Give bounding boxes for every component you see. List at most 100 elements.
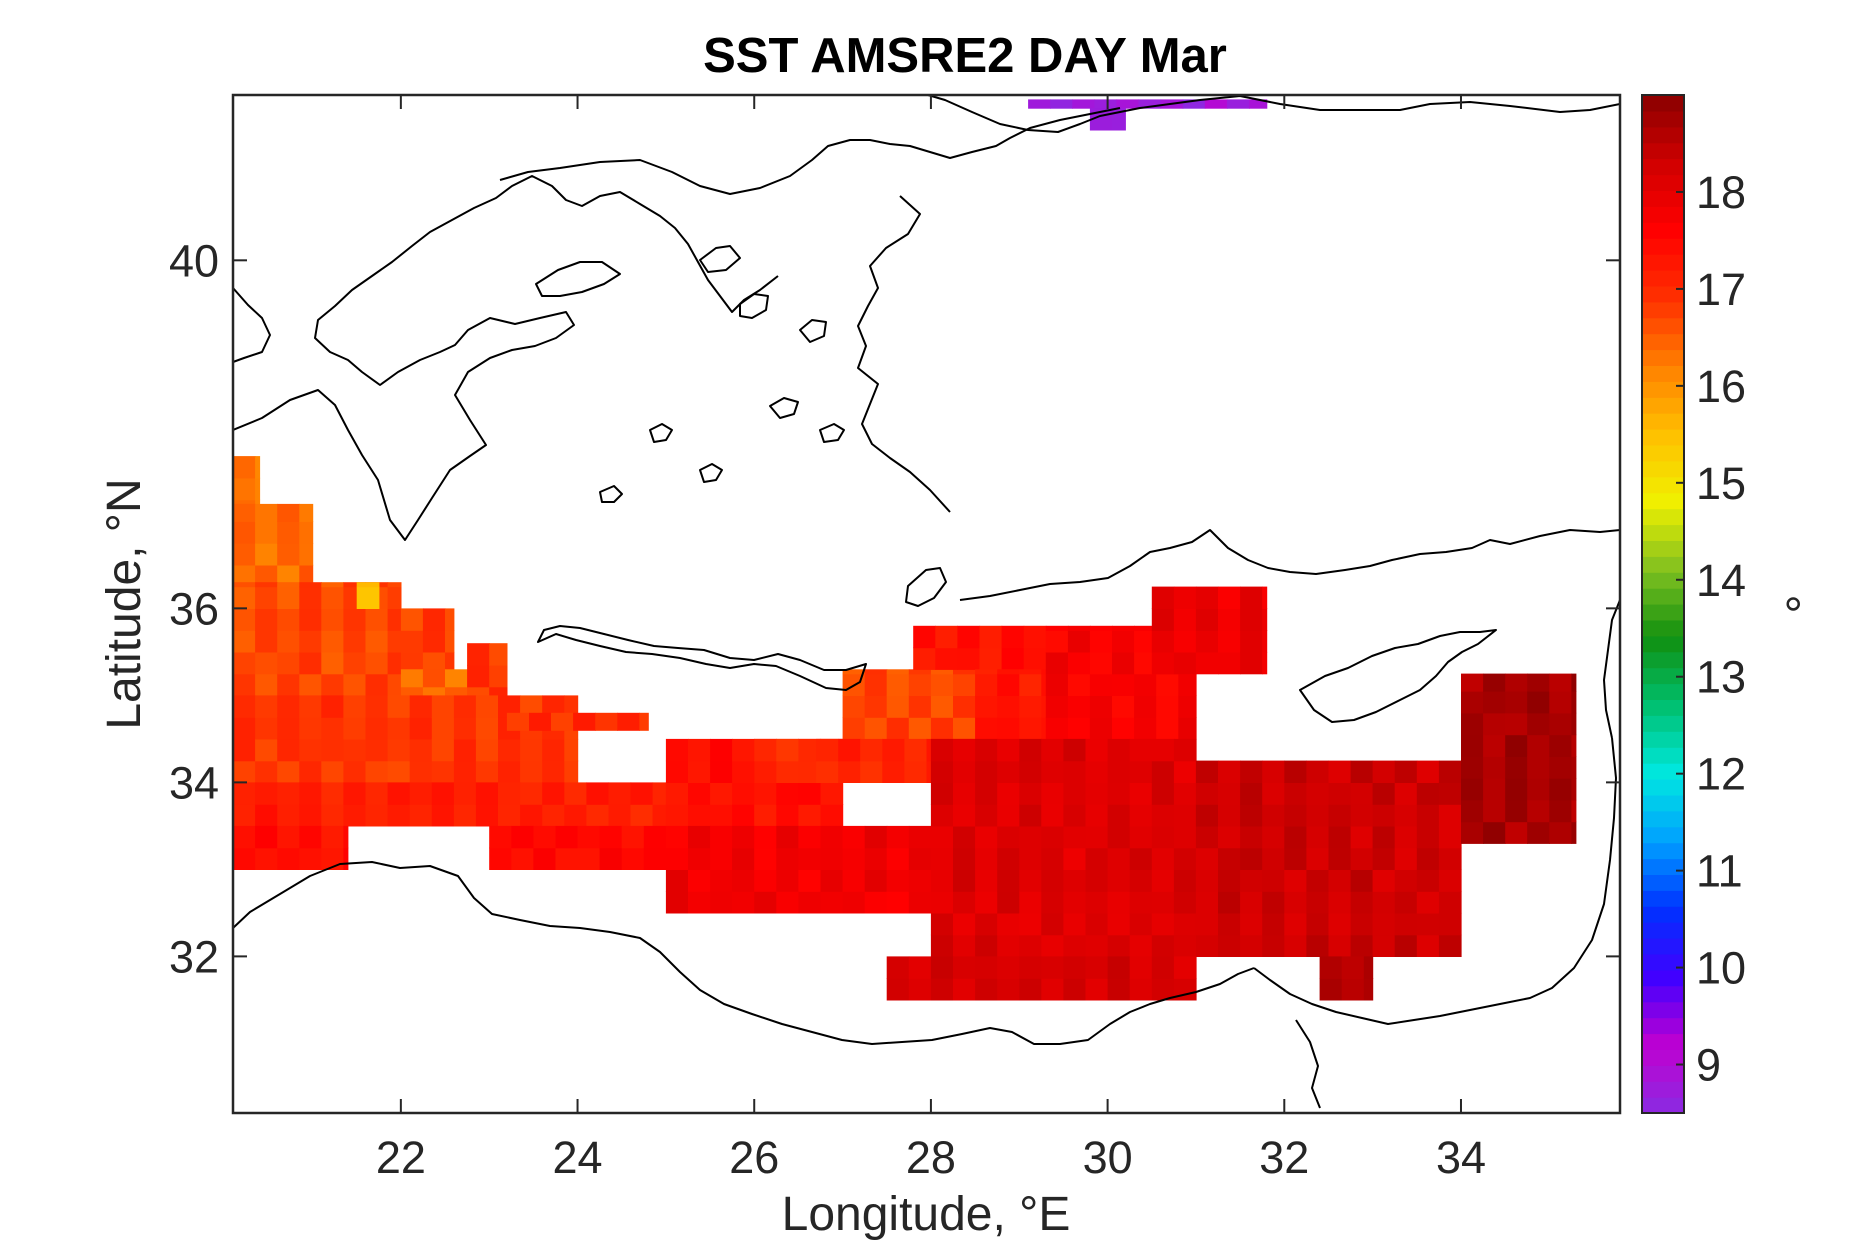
sst-cell [1019, 673, 1042, 696]
sst-cell [299, 847, 322, 870]
colorbar-band [1642, 222, 1684, 239]
sst-cell [798, 760, 822, 783]
y-tick-label: 36 [169, 583, 219, 634]
sst-cell [1571, 691, 1577, 714]
sst-cell [453, 804, 477, 827]
sst-cell [1461, 756, 1484, 779]
colorbar-tick-label: 9 [1696, 1040, 1721, 1091]
sst-cell [1483, 691, 1506, 714]
sst-cell [542, 695, 565, 718]
sst-cell [255, 564, 278, 588]
sst-cell [953, 782, 976, 805]
sst-cell [820, 847, 844, 870]
sst-cell [1218, 586, 1241, 609]
sst-cell [1372, 804, 1396, 827]
colorbar-band [1642, 1033, 1684, 1050]
sst-cell [529, 712, 552, 731]
sst-cell [1019, 717, 1042, 740]
sst-cell [842, 669, 866, 675]
sst-cell [1182, 99, 1206, 109]
sst-cell [233, 456, 256, 479]
sst-cell [975, 695, 998, 718]
sst-cell [1156, 695, 1179, 718]
sst-cell [1306, 912, 1330, 936]
sst-cell [1306, 825, 1330, 849]
sst-cell [935, 625, 958, 649]
sst-cell [343, 738, 367, 762]
sst-cell [299, 738, 322, 762]
sst-cell [573, 712, 596, 731]
sst-cell [1063, 782, 1087, 805]
sst-cell [1394, 847, 1418, 870]
sst-cell [255, 503, 278, 522]
sst-cell [864, 869, 888, 892]
sst-cell [1195, 869, 1219, 892]
sst-cell [688, 760, 711, 783]
sst-cell [400, 630, 424, 653]
y-tick-label: 40 [169, 235, 219, 286]
sst-cell [1394, 891, 1418, 914]
sst-cell [930, 934, 954, 957]
colorbar: 9 10 11 12 13 14 15 16 17 18 [1641, 94, 1746, 1114]
sst-cell [409, 695, 433, 718]
sst-cell [1129, 847, 1153, 870]
sst-cell [1050, 99, 1073, 109]
sst-cell [1151, 760, 1175, 783]
sst-cell [1041, 869, 1064, 892]
colorbar-band [1642, 1097, 1684, 1114]
sst-cell [798, 847, 822, 870]
sst-cell [1023, 647, 1047, 670]
sst-cell [842, 695, 866, 718]
sst-cell [1262, 891, 1285, 914]
sst-cell [1089, 630, 1113, 653]
sst-cell [1483, 799, 1506, 823]
sst-cell [1218, 891, 1241, 914]
sst-cell [542, 804, 565, 827]
sst-cell [864, 847, 888, 870]
sst-cell [754, 738, 777, 762]
sst-cell [1416, 760, 1440, 783]
sst-cell [1328, 891, 1352, 914]
colorbar-band [1642, 1017, 1684, 1035]
sst-cell [864, 717, 888, 740]
colorbar-band [1642, 460, 1684, 478]
sst-cell [913, 625, 936, 649]
sst-cell [1063, 738, 1087, 762]
sst-cell [1527, 673, 1550, 692]
sst-cell [453, 695, 477, 718]
sst-cell [1218, 804, 1241, 827]
sst-cell [1218, 630, 1241, 653]
sst-cell [365, 630, 389, 653]
sst-cell [387, 782, 411, 805]
sst-cell [365, 782, 389, 805]
sst-cell [1063, 804, 1087, 827]
colorbar-band [1642, 890, 1684, 907]
sst-cell [997, 673, 1020, 696]
sst-cell [255, 760, 278, 783]
sst-cell [1107, 978, 1131, 1001]
sst-cell [930, 847, 954, 870]
sst-cell [577, 847, 601, 870]
sst-cell [997, 956, 1020, 979]
sst-cell [930, 695, 954, 718]
sst-cell [255, 477, 261, 501]
sst-cell [732, 804, 755, 827]
sst-cell [1089, 651, 1113, 675]
sst-cell [1041, 934, 1064, 957]
sst-cell [299, 760, 322, 783]
sst-cell [1328, 782, 1352, 805]
sst-cell [277, 608, 300, 631]
sst-cell [838, 760, 861, 783]
sst-cell [1306, 760, 1330, 783]
colorbar-band [1642, 1065, 1684, 1082]
sst-cell [776, 891, 799, 914]
sst-cell [1394, 782, 1418, 805]
sst-cell [1129, 912, 1153, 936]
sst-cell [551, 712, 574, 731]
colorbar-band [1642, 588, 1684, 605]
sst-cell [776, 847, 799, 870]
sst-cell [1151, 630, 1175, 653]
sst-cell [233, 695, 256, 718]
sst-cell [299, 630, 322, 653]
